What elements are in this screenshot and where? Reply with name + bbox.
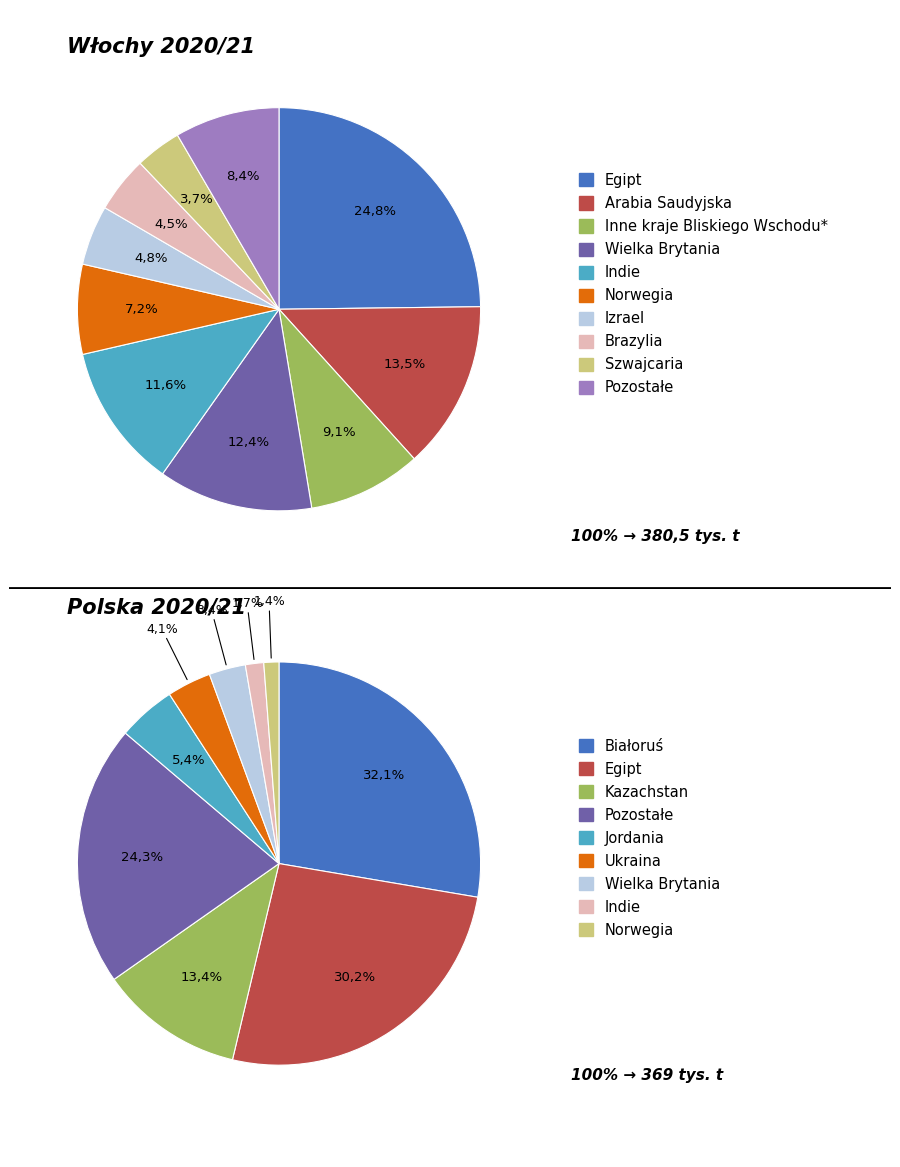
Wedge shape	[77, 264, 279, 355]
Wedge shape	[279, 662, 481, 897]
Text: 13,4%: 13,4%	[181, 971, 223, 984]
Wedge shape	[210, 665, 279, 864]
Wedge shape	[279, 307, 481, 459]
Wedge shape	[83, 309, 279, 474]
Wedge shape	[279, 107, 481, 309]
Text: 100% → 369 tys. t: 100% → 369 tys. t	[572, 1068, 724, 1083]
Wedge shape	[114, 864, 279, 1060]
Wedge shape	[140, 135, 279, 309]
Text: 3,4%: 3,4%	[196, 603, 228, 665]
Text: 5,4%: 5,4%	[172, 754, 205, 767]
Text: 1,7%: 1,7%	[231, 598, 263, 659]
Legend: Egipt, Arabia Saudyjska, Inne kraje Bliskiego Wschodu*, Wielka Brytania, Indie, : Egipt, Arabia Saudyjska, Inne kraje Blis…	[579, 173, 828, 396]
Text: 24,3%: 24,3%	[121, 851, 163, 864]
Wedge shape	[264, 662, 279, 864]
Wedge shape	[125, 694, 279, 864]
Text: 8,4%: 8,4%	[227, 170, 260, 183]
Text: 11,6%: 11,6%	[144, 379, 186, 392]
Text: 4,5%: 4,5%	[155, 218, 188, 231]
Legend: Białoruś, Egipt, Kazachstan, Pozostałe, Jordania, Ukraina, Wielka Brytania, Indi: Białoruś, Egipt, Kazachstan, Pozostałe, …	[579, 739, 720, 938]
Text: 24,8%: 24,8%	[355, 205, 396, 218]
Wedge shape	[77, 733, 279, 979]
Wedge shape	[169, 675, 279, 864]
Wedge shape	[246, 663, 279, 864]
Text: 30,2%: 30,2%	[334, 971, 376, 985]
Wedge shape	[279, 309, 414, 508]
Wedge shape	[163, 309, 311, 511]
Text: 32,1%: 32,1%	[363, 769, 405, 782]
Text: Włochy 2020/21: Włochy 2020/21	[68, 37, 256, 57]
Text: 100% → 380,5 tys. t: 100% → 380,5 tys. t	[572, 529, 740, 544]
Wedge shape	[177, 107, 279, 309]
Text: Polska 2020/21: Polska 2020/21	[68, 598, 247, 617]
Text: 4,1%: 4,1%	[146, 623, 187, 679]
Text: 7,2%: 7,2%	[125, 302, 158, 316]
Text: 3,7%: 3,7%	[180, 193, 213, 207]
Wedge shape	[83, 208, 279, 309]
Text: 13,5%: 13,5%	[383, 357, 426, 371]
Text: 4,8%: 4,8%	[135, 252, 168, 265]
Text: 1,4%: 1,4%	[253, 595, 285, 658]
Text: 9,1%: 9,1%	[321, 426, 356, 439]
Wedge shape	[104, 163, 279, 309]
Text: 12,4%: 12,4%	[227, 436, 269, 449]
Wedge shape	[232, 864, 478, 1065]
